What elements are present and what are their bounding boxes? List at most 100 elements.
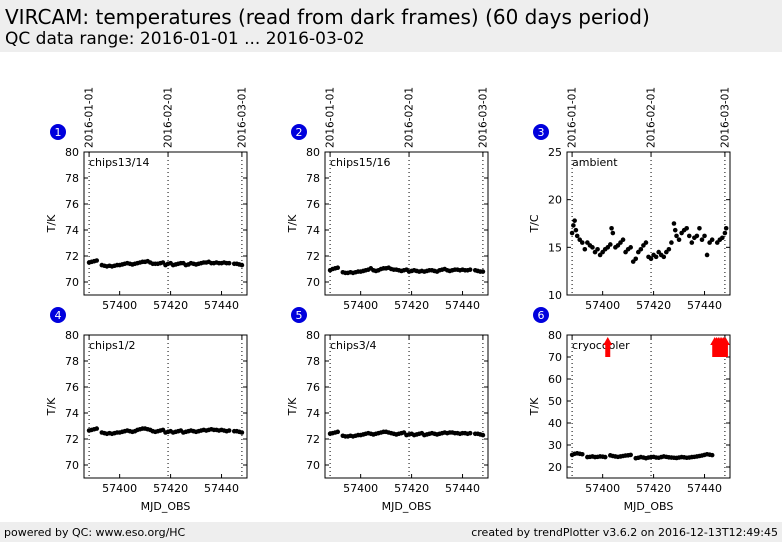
y-tick-label: 50 (548, 395, 562, 408)
data-point (702, 233, 707, 239)
panel-number: 6 (538, 309, 545, 322)
panel-label: chips3/4 (330, 339, 377, 352)
data-point (607, 242, 613, 247)
y-axis-label: T/C (528, 214, 541, 233)
data-point (643, 240, 649, 245)
y-tick-label: 80 (65, 329, 79, 342)
data-point (335, 429, 341, 435)
data-point (633, 256, 639, 262)
y-tick-label: 70 (306, 459, 320, 472)
panel-5: 70 72 74 76 78 80 57400 57420 57440 T/K MJD_OBS chi… (286, 307, 489, 513)
data-point (697, 225, 702, 231)
panel-number-badge (291, 307, 307, 323)
data-point (722, 230, 728, 236)
panel-number-badge (50, 307, 66, 323)
data-point (610, 230, 616, 236)
y-tick-label: 76 (65, 381, 79, 394)
y-tick-label: 15 (548, 241, 562, 254)
outlier-marker (722, 343, 728, 357)
x-axis-label: MJD_OBS (382, 500, 432, 513)
panel-4: 70 72 74 76 78 80 57400 57420 57440 T/K MJD_OBS chi… (45, 307, 248, 513)
footer-created: created by trendPlotter v3.6.2 on 2016-1… (471, 526, 778, 539)
y-tick-label: 74 (65, 407, 79, 420)
y-tick-label: 70 (65, 459, 79, 472)
data-point (239, 430, 245, 435)
y-tick-label: 80 (65, 146, 79, 159)
x-tick-label: 57440 (687, 482, 722, 495)
panel-label: chips15/16 (330, 156, 391, 169)
data-point (94, 258, 100, 263)
x-tick-label: 57400 (585, 299, 620, 312)
data-point (335, 265, 341, 271)
y-tick-label: 74 (306, 224, 320, 237)
data-point (666, 246, 672, 252)
y-axis-label: T/K (45, 397, 58, 416)
y-tick-label: 70 (548, 351, 562, 364)
footer-bar: powered by QC: www.eso.org/HC created by… (0, 522, 782, 542)
y-tick-label: 76 (306, 198, 320, 211)
data-point (574, 233, 580, 239)
x-tick-label: 57440 (204, 299, 239, 312)
y-tick-label: 78 (65, 355, 79, 368)
data-point (684, 225, 690, 231)
data-point (672, 227, 678, 233)
data-point (571, 223, 576, 228)
y-tick-label: 72 (306, 250, 320, 263)
y-axis-label: T/K (528, 397, 541, 416)
panel-number: 2 (296, 126, 303, 139)
data-point (709, 237, 715, 243)
data-point (590, 245, 595, 250)
y-tick-label: 70 (65, 276, 79, 289)
x-tick-label: 57420 (153, 482, 188, 495)
data-point (573, 227, 579, 233)
date-tick-label: 2016-01-01 (84, 87, 96, 148)
plot-frame (83, 334, 248, 479)
x-tick-label: 57400 (585, 482, 620, 495)
y-tick-label: 72 (65, 250, 79, 263)
y-axis-label: T/K (286, 397, 299, 416)
x-axis-label: MJD_OBS (141, 500, 191, 513)
panel-number-badge (533, 124, 549, 140)
data-point (582, 246, 588, 252)
data-point (572, 218, 577, 223)
y-tick-label: 76 (65, 198, 79, 211)
data-point (239, 262, 245, 268)
data-point (569, 230, 575, 236)
data-point (480, 432, 486, 438)
data-point (628, 245, 633, 250)
x-tick-label: 57400 (102, 482, 137, 495)
x-tick-label: 57420 (394, 482, 429, 495)
footer-credit: powered by QC: www.eso.org/HC (4, 526, 186, 539)
y-axis-label: T/K (45, 214, 58, 233)
x-tick-label: 57440 (445, 299, 480, 312)
y-tick-label: 76 (306, 381, 320, 394)
y-tick-label: 78 (65, 172, 79, 185)
data-point (661, 254, 667, 260)
data-point (694, 233, 700, 239)
plot-frame (83, 151, 248, 296)
y-tick-label: 10 (548, 289, 562, 302)
data-point (467, 267, 473, 272)
date-tick-label: 2016-01-01 (567, 87, 579, 148)
y-tick-label: 78 (306, 172, 320, 185)
date-tick-label: 2016-03-01 (719, 87, 731, 148)
x-tick-label: 57440 (687, 299, 722, 312)
date-tick-label: 2016-02-01 (404, 87, 416, 148)
y-tick-label: 20 (548, 194, 562, 207)
data-point (723, 225, 729, 231)
panel-label: chips1/2 (89, 339, 136, 352)
data-point (704, 252, 710, 258)
data-point (595, 246, 600, 252)
data-point (467, 430, 473, 436)
data-point (579, 240, 585, 245)
data-point (669, 240, 674, 245)
outlier-arrowhead (720, 337, 730, 345)
plot-frame (566, 151, 731, 296)
data-point (602, 454, 608, 460)
data-point (676, 237, 682, 243)
x-tick-label: 57400 (343, 299, 378, 312)
y-tick-label: 80 (306, 146, 320, 159)
panel-number: 5 (296, 309, 303, 322)
y-tick-label: 60 (548, 373, 562, 386)
